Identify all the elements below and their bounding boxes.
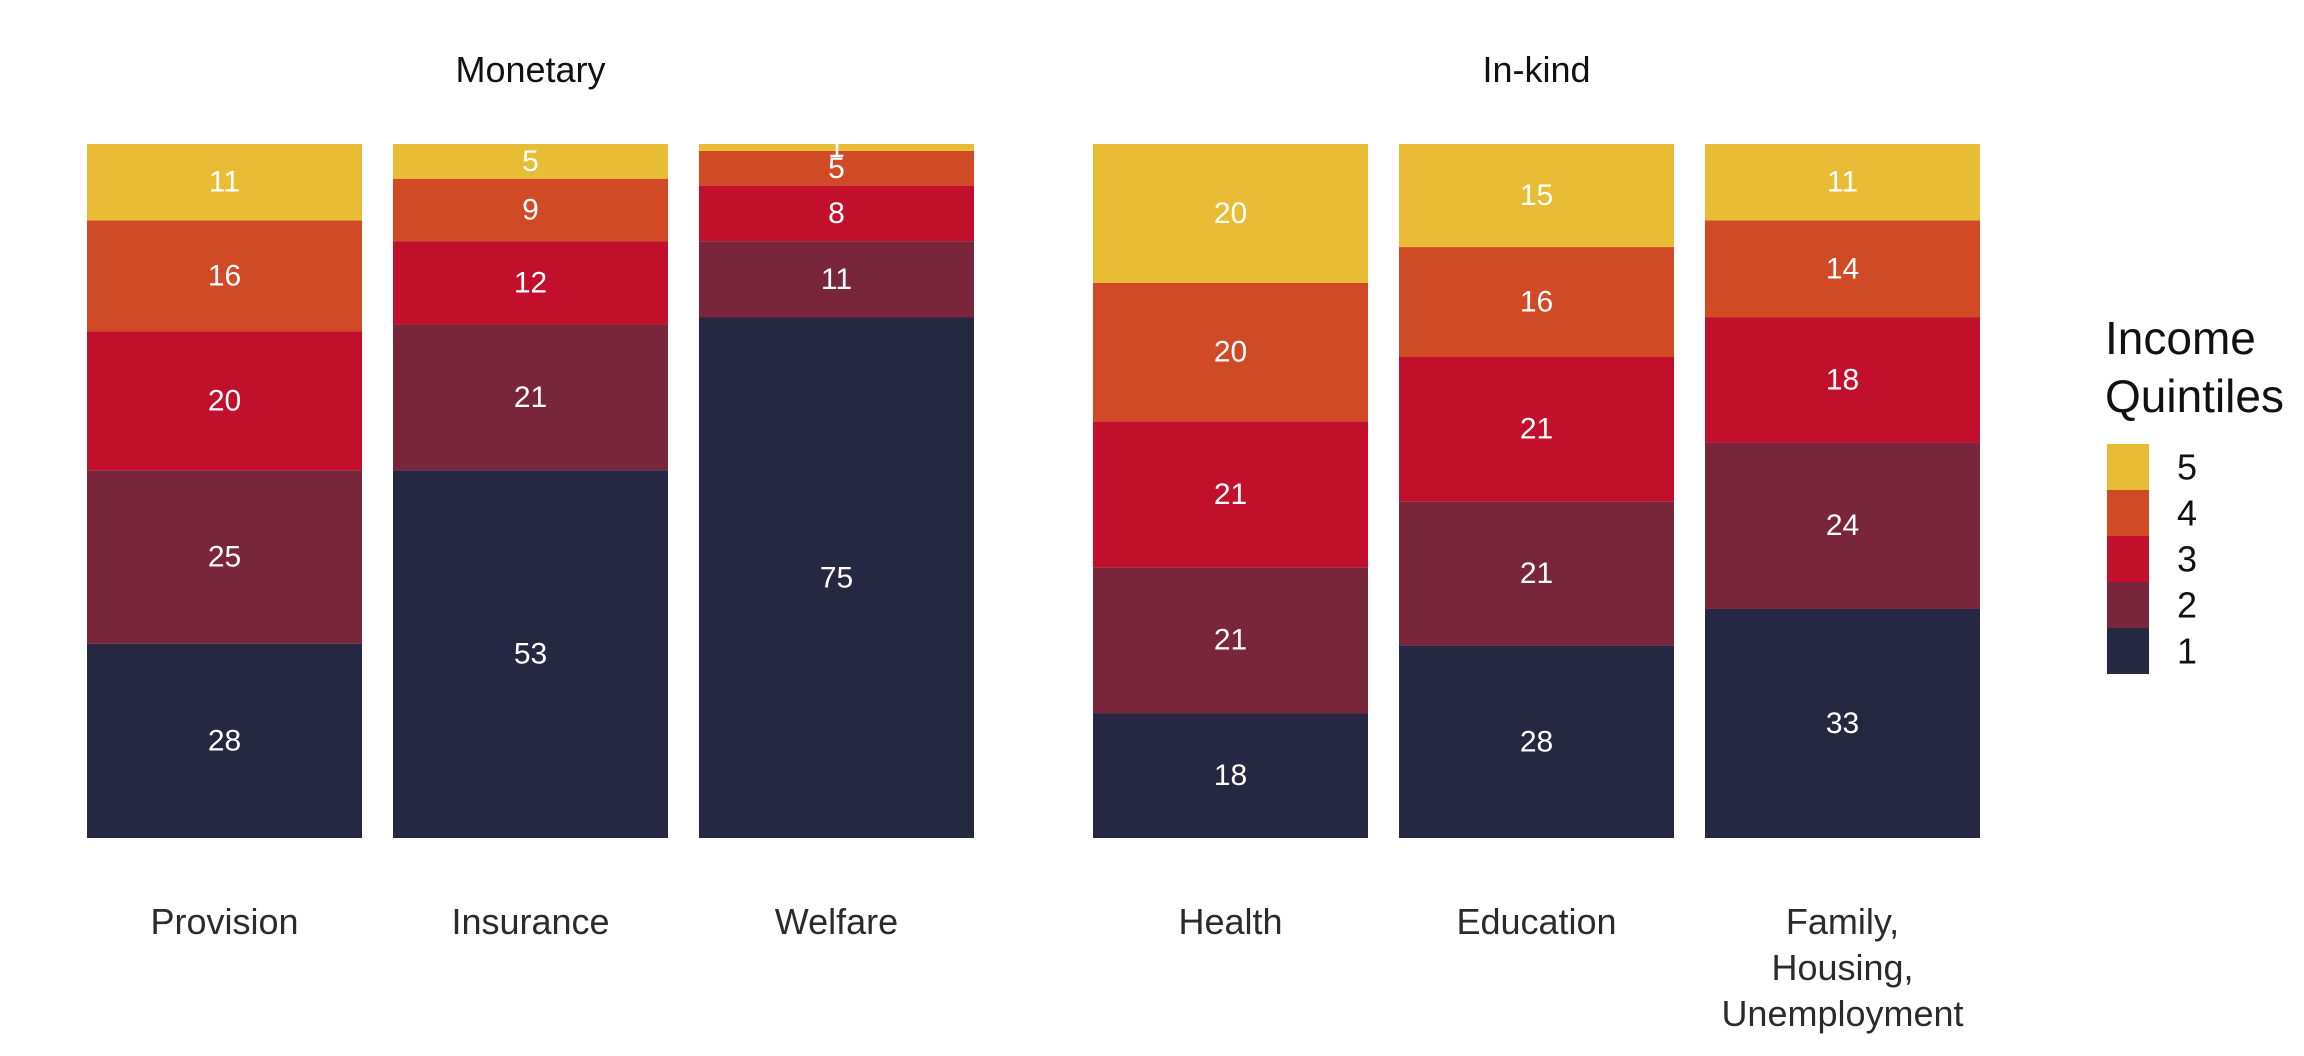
data-label: 5: [522, 145, 539, 178]
legend-label: 2: [2177, 585, 2197, 626]
data-label: 28: [1520, 725, 1553, 758]
legend-swatch: [2107, 582, 2149, 628]
category-label: Education: [1456, 901, 1616, 942]
bar-segment-quintile-1: [87, 643, 362, 838]
data-label: 25: [208, 540, 241, 573]
data-label: 11: [1827, 166, 1858, 199]
bar-segment-quintile-3: [1093, 421, 1368, 568]
data-label: 21: [514, 381, 547, 414]
category-label: Health: [1178, 901, 1282, 942]
bar-stack: 18 21 21 20 20: [1093, 144, 1368, 838]
bar-segment-quintile-5: [87, 144, 362, 221]
data-label: 20: [208, 384, 241, 417]
bar-segment-quintile-5: [699, 144, 974, 151]
bar-segment-quintile-2: [87, 470, 362, 644]
legend-title: Income Quintiles: [2105, 312, 2284, 422]
legend-item-2: 2: [2107, 582, 2197, 628]
data-label: 16: [1520, 286, 1553, 319]
bar-segment-quintile-3: [87, 331, 362, 471]
bar-stack: 33 24 18 14 11: [1705, 144, 1980, 838]
bar-stack: 28 21 21 16 15: [1399, 144, 1674, 838]
legend-swatch: [2107, 628, 2149, 674]
data-label: 15: [1520, 179, 1553, 212]
panel-title: In-kind: [1482, 49, 1590, 90]
bar-segment-quintile-5: [1705, 144, 1980, 221]
data-label: 75: [820, 561, 853, 594]
bar-segment-quintile-4: [1399, 247, 1674, 358]
legend-item-3: 3: [2107, 536, 2197, 582]
data-label: 21: [1520, 413, 1553, 446]
data-label: 21: [1214, 624, 1247, 657]
bar-segment-quintile-5: [1093, 144, 1368, 283]
legend: Income Quintiles 5 4 3 2 1: [2105, 312, 2284, 674]
data-label: 21: [1520, 557, 1553, 590]
category-label: Family, Housing, Unemployment: [1721, 901, 1963, 1034]
bar-segment-quintile-2: [1093, 567, 1368, 714]
data-label: 28: [208, 724, 241, 757]
panel-1: Monetary 28 25 20 16 11 Provision 53 21 12 9 5 Insur…: [87, 49, 974, 942]
data-label: 18: [1826, 363, 1859, 396]
legend-label: 3: [2177, 539, 2197, 580]
bar-segment-quintile-4: [699, 150, 974, 186]
panel-2: In-kind 18 21 21 20 20 Health 28 21 21 16 15 Educati…: [1093, 49, 1980, 1034]
bar-segment-quintile-1: [1399, 645, 1674, 838]
data-label: 8: [828, 197, 845, 230]
bar-segment-quintile-1: [1093, 713, 1368, 838]
bar-segment-quintile-1: [1705, 608, 1980, 838]
legend-swatch: [2107, 490, 2149, 536]
legend-label: 1: [2177, 631, 2197, 672]
bar-stack: 53 21 12 9 5: [393, 144, 668, 838]
bar-segment-quintile-3: [1399, 357, 1674, 502]
data-label: 21: [1214, 478, 1247, 511]
bar-segment-quintile-5: [1399, 144, 1674, 248]
legend-item-4: 4: [2107, 490, 2197, 536]
bar-segment-quintile-1: [699, 317, 974, 838]
chart-panels: Monetary 28 25 20 16 11 Provision 53 21 12 9 5 Insur…: [87, 49, 1980, 1034]
panel-title: Monetary: [455, 49, 605, 90]
bar-segment-quintile-4: [1705, 220, 1980, 318]
bar-segment-quintile-1: [393, 470, 668, 838]
bar-segment-quintile-2: [393, 324, 668, 471]
bar-segment-quintile-4: [87, 220, 362, 332]
bar-segment-quintile-2: [1705, 442, 1980, 609]
bar-segment-quintile-4: [1093, 282, 1368, 422]
legend-item-5: 5: [2107, 444, 2197, 490]
legend-swatch: [2107, 536, 2149, 582]
bar-stack: 75 11 8 51: [699, 131, 974, 838]
data-label: 20: [1214, 336, 1247, 369]
data-label: 53: [514, 638, 547, 671]
category-label: Welfare: [775, 901, 898, 942]
bar-segment-quintile-2: [1399, 501, 1674, 646]
bar-stack: 28 25 20 16 11: [87, 144, 362, 838]
category-label: Provision: [150, 901, 298, 942]
data-label: 33: [1826, 707, 1859, 740]
data-label: 11: [821, 263, 852, 296]
legend-swatch: [2107, 444, 2149, 490]
data-label: 5: [828, 152, 845, 185]
legend-item-1: 1: [2107, 628, 2197, 674]
data-label: 16: [208, 259, 241, 292]
data-label: 24: [1826, 509, 1859, 542]
bar-segment-quintile-3: [393, 241, 668, 325]
data-label: 20: [1214, 197, 1247, 230]
bar-segment-quintile-3: [699, 185, 974, 242]
legend-label: 4: [2177, 493, 2197, 534]
data-label: 18: [1214, 759, 1247, 792]
data-label: 12: [514, 266, 547, 299]
legend-label: 5: [2177, 447, 2197, 488]
bar-segment-quintile-5: [393, 144, 668, 179]
bar-segment-quintile-2: [699, 241, 974, 318]
bar-segment-quintile-4: [393, 178, 668, 242]
data-label: 9: [522, 193, 539, 226]
bar-segment-quintile-3: [1705, 317, 1980, 443]
data-label: 1: [828, 131, 845, 164]
data-label: 11: [209, 166, 240, 199]
data-label: 14: [1826, 252, 1859, 285]
category-label: Insurance: [451, 901, 609, 942]
